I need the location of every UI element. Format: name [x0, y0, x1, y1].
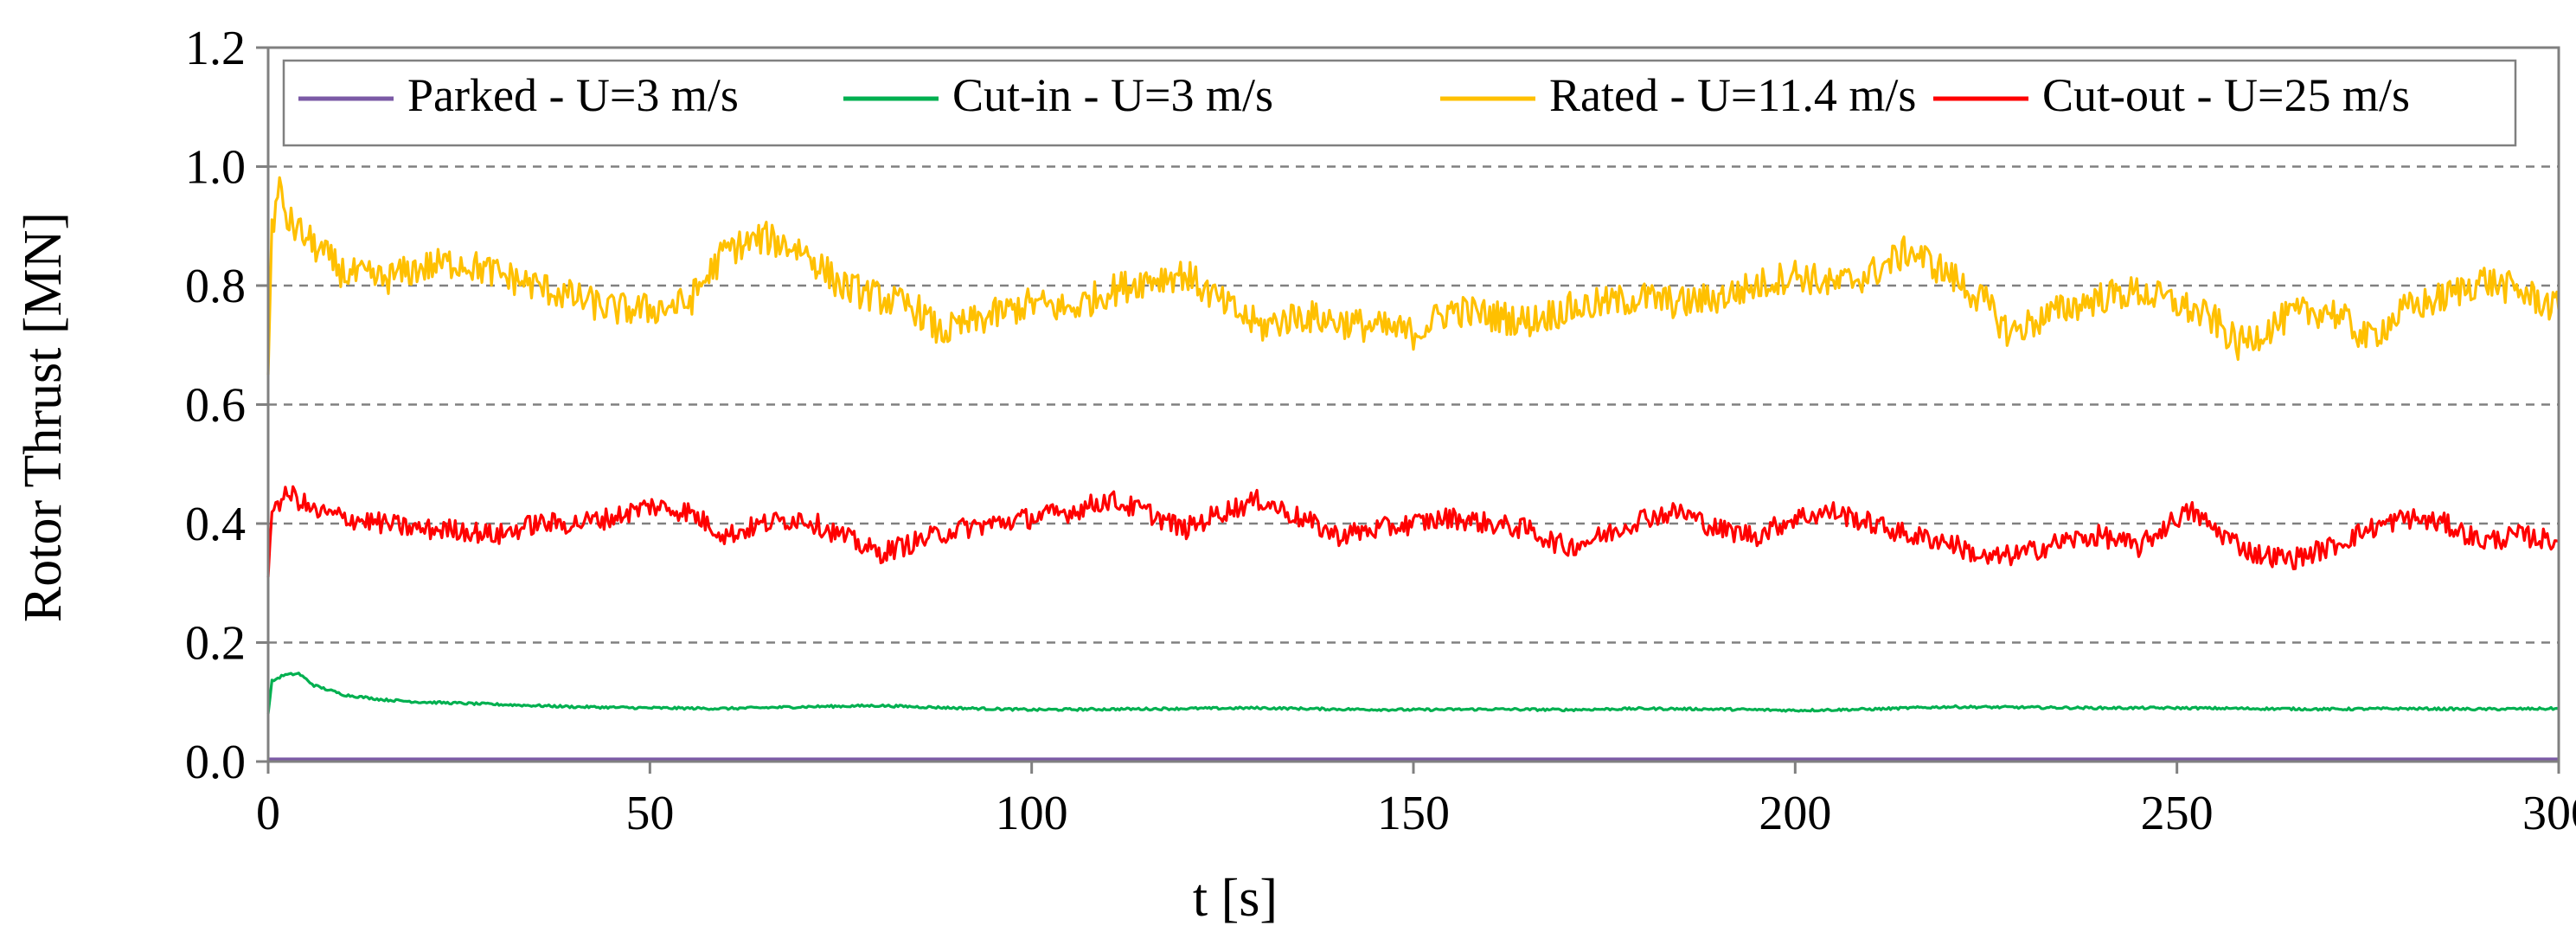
- series-line-2: [266, 176, 2560, 376]
- y-tick-label-1: 0.2: [185, 617, 246, 671]
- tick-labels: 0.0 0.2 0.4 0.6 0.8 1.0 1.2 0 50 100 150 200 250 300: [185, 22, 2576, 840]
- y-tick-label-5: 1.0: [185, 141, 246, 195]
- legend-label-2: Rated - U=11.4 m/s: [1549, 69, 1916, 121]
- series-lines: [266, 176, 2560, 762]
- legend-label-3: Cut-out - U=25 m/s: [2042, 69, 2410, 121]
- x-tick-label-0: 0: [256, 787, 280, 840]
- x-tick-label-6: 300: [2522, 787, 2576, 840]
- legend-box: [282, 59, 2517, 147]
- y-axis-title: Rotor Thrust [MN]: [14, 212, 73, 622]
- y-tick-label-2: 0.4: [185, 498, 246, 551]
- legend-label-1: Cut-in - U=3 m/s: [952, 69, 1273, 121]
- x-tick-label-1: 50: [625, 787, 674, 840]
- series-line-1: [266, 672, 2560, 715]
- y-tick-label-6: 1.2: [185, 22, 246, 75]
- y-tick-label-4: 0.8: [185, 260, 246, 313]
- legend-label-0: Parked - U=3 m/s: [407, 69, 739, 121]
- x-tick-label-2: 100: [996, 787, 1068, 840]
- series-line-3: [266, 485, 2560, 577]
- x-tick-label-3: 150: [1377, 787, 1450, 840]
- grid-lines: [268, 165, 2559, 644]
- legend: Parked - U=3 m/s Cut-in - U=3 m/s Rated - …: [282, 59, 2517, 147]
- x-tick-label-4: 200: [1759, 787, 1831, 840]
- x-axis-title: t [s]: [1193, 869, 1278, 928]
- y-tick-label-0: 0.0: [185, 736, 246, 789]
- y-tick-label-3: 0.6: [185, 379, 246, 433]
- x-tick-label-5: 250: [2141, 787, 2214, 840]
